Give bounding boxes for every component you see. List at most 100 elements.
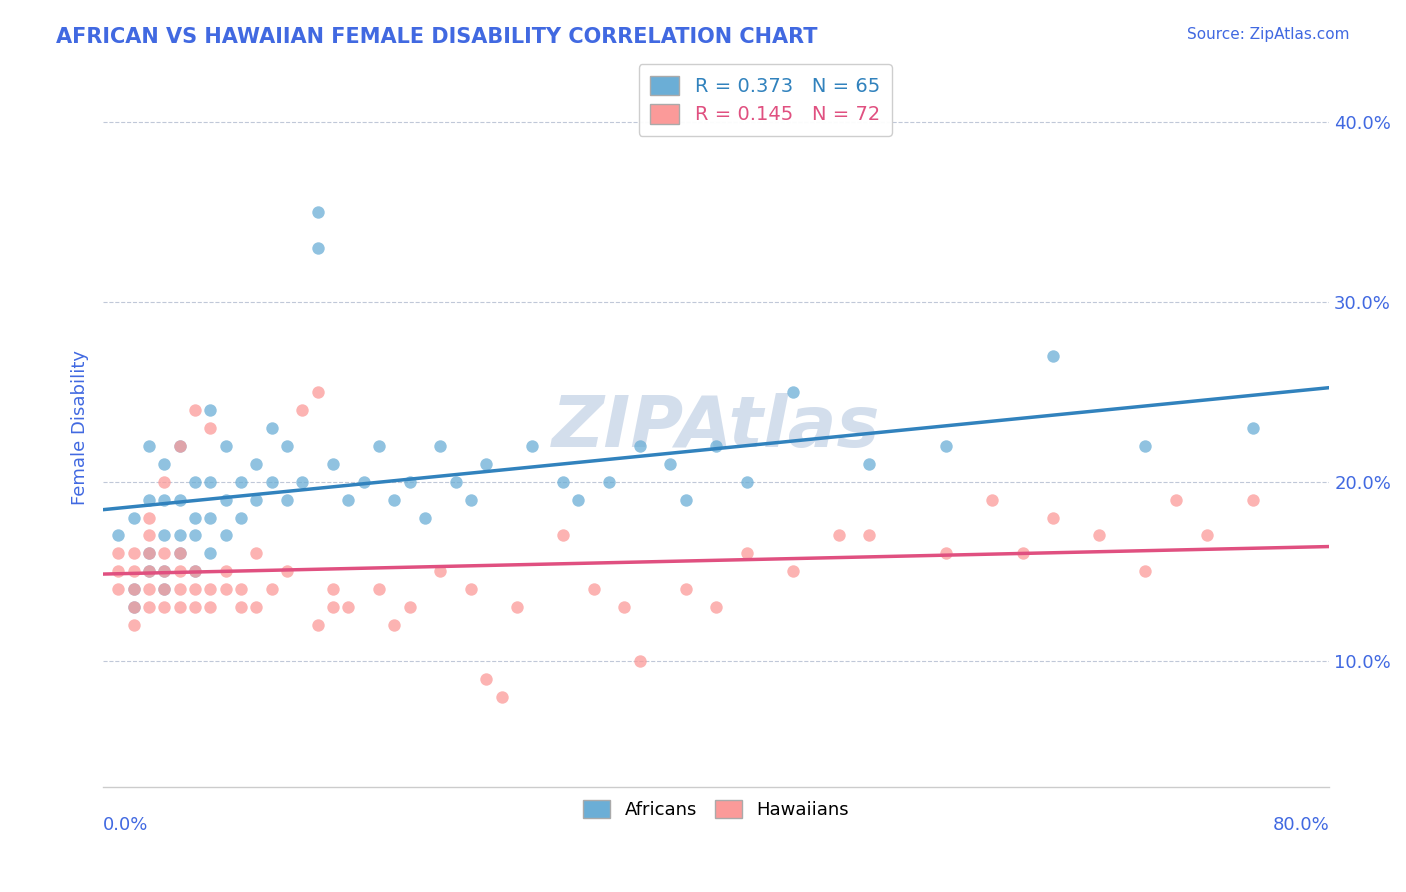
Point xyxy=(215,565,238,579)
Point xyxy=(276,492,298,507)
Point xyxy=(153,582,176,597)
Point xyxy=(107,582,129,597)
Point xyxy=(429,439,451,453)
Point xyxy=(245,600,267,615)
Point xyxy=(858,528,880,542)
Point xyxy=(153,546,176,560)
Point xyxy=(935,546,957,560)
Point xyxy=(429,565,451,579)
Point xyxy=(782,565,804,579)
Point xyxy=(200,546,222,560)
Point xyxy=(659,457,682,471)
Point xyxy=(200,475,222,489)
Point xyxy=(735,475,758,489)
Point xyxy=(184,600,207,615)
Point xyxy=(138,546,160,560)
Point xyxy=(353,475,375,489)
Point xyxy=(1042,510,1064,524)
Point xyxy=(122,582,145,597)
Point xyxy=(735,546,758,560)
Point xyxy=(138,510,160,524)
Point xyxy=(122,510,145,524)
Legend: Africans, Hawaiians: Africans, Hawaiians xyxy=(574,791,858,828)
Point xyxy=(153,600,176,615)
Point xyxy=(245,546,267,560)
Point xyxy=(169,565,191,579)
Point xyxy=(153,475,176,489)
Point xyxy=(153,457,176,471)
Point xyxy=(291,402,314,417)
Point xyxy=(368,582,391,597)
Point xyxy=(122,600,145,615)
Point xyxy=(598,475,620,489)
Point xyxy=(398,475,420,489)
Text: ZIPAtlas: ZIPAtlas xyxy=(553,393,880,462)
Point xyxy=(138,565,160,579)
Point xyxy=(215,439,238,453)
Point xyxy=(675,492,697,507)
Point xyxy=(153,582,176,597)
Point xyxy=(551,528,574,542)
Point xyxy=(260,421,283,435)
Text: Source: ZipAtlas.com: Source: ZipAtlas.com xyxy=(1187,27,1350,42)
Point xyxy=(200,600,222,615)
Point xyxy=(153,528,176,542)
Point xyxy=(200,510,222,524)
Point xyxy=(307,384,329,399)
Point xyxy=(276,439,298,453)
Point xyxy=(460,492,482,507)
Point xyxy=(260,582,283,597)
Point xyxy=(628,654,651,668)
Point xyxy=(413,510,436,524)
Point xyxy=(169,600,191,615)
Point xyxy=(981,492,1004,507)
Point xyxy=(122,618,145,632)
Point xyxy=(200,582,222,597)
Point xyxy=(1195,528,1218,542)
Point xyxy=(138,439,160,453)
Point xyxy=(169,546,191,560)
Point xyxy=(200,402,222,417)
Point xyxy=(184,565,207,579)
Point xyxy=(245,492,267,507)
Point xyxy=(184,510,207,524)
Point xyxy=(382,618,405,632)
Point xyxy=(291,475,314,489)
Y-axis label: Female Disability: Female Disability xyxy=(72,351,89,505)
Point xyxy=(322,600,344,615)
Point xyxy=(704,600,727,615)
Point xyxy=(229,475,252,489)
Point xyxy=(460,582,482,597)
Point xyxy=(169,492,191,507)
Point xyxy=(122,600,145,615)
Point xyxy=(1042,349,1064,363)
Point xyxy=(138,492,160,507)
Point xyxy=(782,384,804,399)
Point xyxy=(107,565,129,579)
Point xyxy=(138,600,160,615)
Point xyxy=(138,528,160,542)
Point xyxy=(215,582,238,597)
Point xyxy=(184,402,207,417)
Point xyxy=(322,457,344,471)
Point xyxy=(522,439,544,453)
Point xyxy=(260,475,283,489)
Point xyxy=(184,565,207,579)
Point xyxy=(184,582,207,597)
Point xyxy=(153,492,176,507)
Point xyxy=(276,565,298,579)
Point xyxy=(1241,421,1264,435)
Point xyxy=(675,582,697,597)
Point xyxy=(184,475,207,489)
Text: 80.0%: 80.0% xyxy=(1272,815,1329,834)
Point xyxy=(1088,528,1111,542)
Point xyxy=(382,492,405,507)
Point xyxy=(567,492,589,507)
Point xyxy=(337,600,360,615)
Point xyxy=(1241,492,1264,507)
Point xyxy=(398,600,420,615)
Point xyxy=(200,421,222,435)
Point xyxy=(138,565,160,579)
Point xyxy=(153,565,176,579)
Point xyxy=(935,439,957,453)
